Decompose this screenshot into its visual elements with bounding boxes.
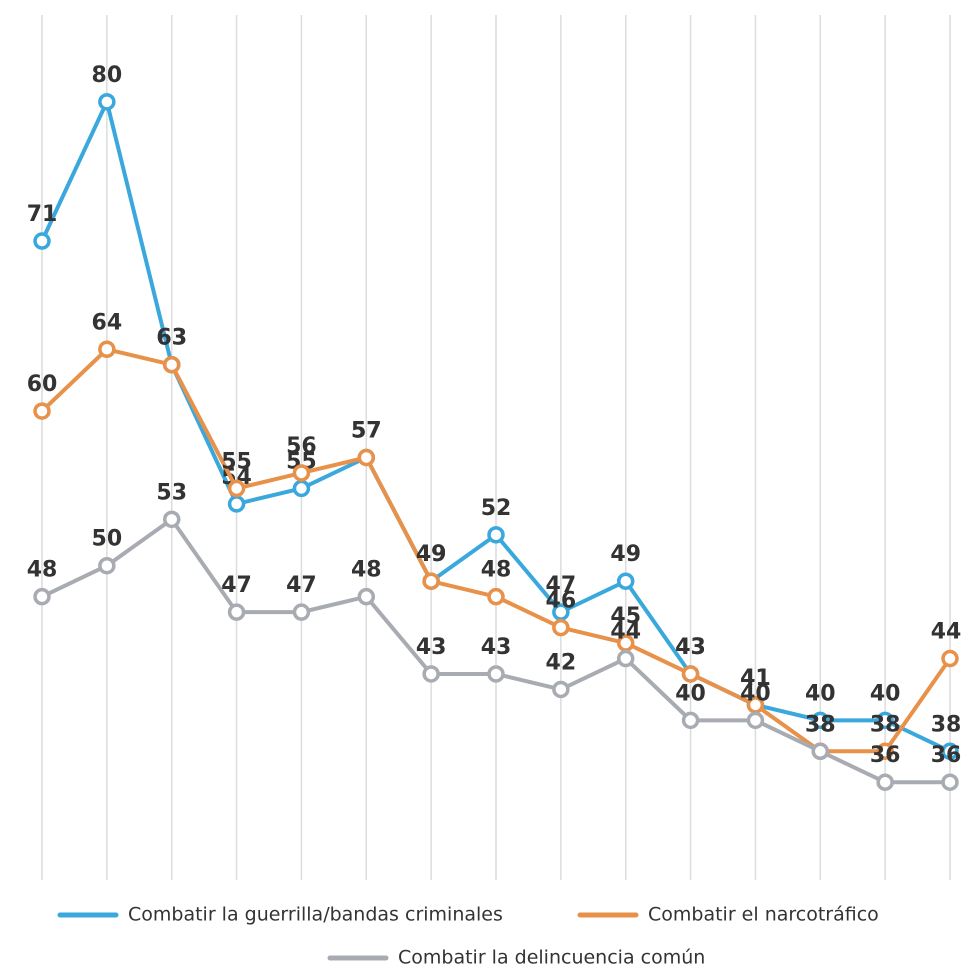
point	[487, 665, 505, 683]
point	[681, 711, 700, 730]
point	[33, 587, 51, 606]
point	[422, 665, 440, 683]
data-label: 43	[675, 635, 706, 660]
data-label: 49	[610, 542, 641, 567]
data-label: 50	[92, 527, 123, 552]
point	[616, 649, 635, 668]
data-label: 44	[931, 620, 962, 645]
point	[227, 479, 246, 498]
data-label: 48	[27, 558, 58, 583]
data-label: 49	[416, 542, 447, 567]
data-label: 53	[156, 480, 187, 505]
point	[941, 773, 959, 791]
point	[33, 232, 51, 250]
point	[941, 649, 959, 668]
point	[227, 603, 246, 621]
point	[811, 742, 830, 761]
legend-label: Combatir la delincuencia común	[398, 947, 705, 969]
point	[422, 572, 440, 590]
point	[746, 711, 765, 730]
point	[487, 526, 505, 544]
data-label: 45	[610, 604, 641, 629]
point	[98, 340, 116, 359]
point	[292, 464, 311, 482]
data-label: 41	[740, 666, 771, 691]
data-label: 36	[870, 743, 901, 768]
data-label: 38	[870, 712, 901, 737]
data-label: 56	[286, 434, 317, 459]
point	[292, 479, 311, 498]
point	[876, 742, 894, 761]
point	[357, 448, 376, 467]
data-label: 40	[675, 681, 706, 706]
data-label: 57	[351, 419, 382, 444]
point	[811, 711, 830, 730]
point	[487, 587, 505, 606]
point	[162, 355, 181, 374]
point	[33, 402, 51, 420]
data-label: 41	[740, 666, 771, 691]
point	[162, 510, 181, 529]
data-label: 52	[481, 496, 512, 521]
data-label: 38	[931, 712, 962, 737]
data-label: 42	[546, 650, 577, 675]
data-label: 48	[481, 558, 512, 583]
data-label: 47	[286, 573, 317, 598]
point	[98, 93, 116, 111]
data-label: 48	[351, 558, 382, 583]
data-label: 80	[92, 63, 123, 88]
point	[616, 572, 635, 590]
data-label: 47	[221, 573, 252, 598]
data-label: 40	[805, 681, 836, 706]
point	[876, 773, 894, 791]
point	[941, 742, 959, 761]
point	[98, 556, 116, 575]
data-label: 60	[27, 372, 58, 397]
point	[552, 618, 570, 637]
data-label: 40	[870, 681, 901, 706]
data-label: 46	[546, 589, 577, 614]
data-label: 38	[805, 712, 836, 737]
point	[552, 680, 570, 699]
legend-label: Combatir el narcotráfico	[648, 904, 879, 926]
data-label: 43	[416, 635, 447, 660]
data-label: 44	[610, 620, 641, 645]
data-label: 64	[92, 310, 123, 335]
data-label: 57	[351, 419, 382, 444]
data-label: 63	[156, 326, 187, 351]
data-label: 38	[805, 712, 836, 737]
data-label: 55	[221, 449, 252, 474]
data-label: 63	[156, 326, 187, 351]
point	[227, 495, 246, 513]
point	[681, 665, 700, 683]
data-label: 40	[740, 681, 771, 706]
point	[876, 711, 894, 730]
point	[292, 603, 311, 621]
data-label: 43	[481, 635, 512, 660]
data-label: 71	[27, 202, 58, 227]
point	[357, 587, 376, 606]
data-label: 47	[546, 573, 577, 598]
data-label: 36	[931, 743, 962, 768]
legend-label: Combatir la guerrilla/bandas criminales	[128, 904, 503, 926]
data-label: 43	[675, 635, 706, 660]
